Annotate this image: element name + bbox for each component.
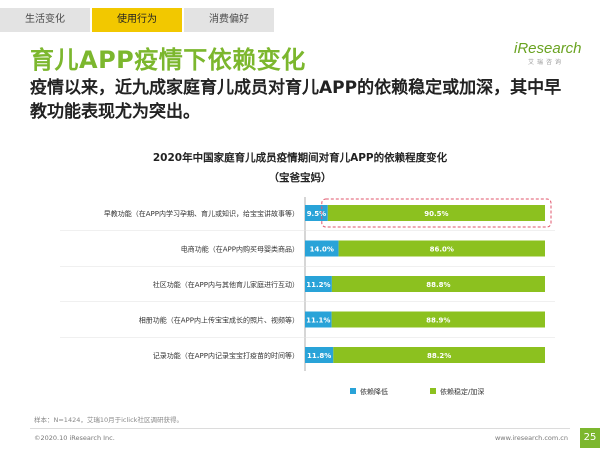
data-label: 88.2%	[427, 352, 451, 360]
tab-bar: 生活变化 使用行为 消费偏好	[0, 8, 276, 32]
data-label: 14.0%	[310, 245, 334, 253]
bar-stable-deepen	[333, 347, 545, 363]
bar-decrease	[305, 240, 339, 257]
data-label: 86.0%	[430, 245, 454, 253]
page-title: 育儿APP疫情下依赖变化	[30, 46, 306, 74]
data-label: 88.8%	[426, 281, 450, 289]
data-label: 11.8%	[307, 352, 331, 360]
chart-title: 2020年中国家庭育儿成员疫情期间对育儿APP的依赖程度变化	[152, 152, 448, 164]
chart-subtitle: （宝爸宝妈）	[268, 172, 332, 184]
category-label: 记录功能（在APP内记录宝宝打疫苗的时间等）	[153, 351, 299, 360]
bar-stable-deepen	[331, 311, 545, 328]
data-label: 11.2%	[306, 281, 330, 289]
tab-usage-behavior[interactable]: 使用行为	[92, 8, 182, 32]
footer-copyright: ©2020.10 iResearch Inc.	[34, 434, 115, 442]
category-label: 早教功能（在APP内学习孕期、育儿或知识，给宝宝讲故事等）	[104, 209, 299, 218]
bar-stable-deepen	[331, 276, 545, 292]
legend-label-stable: 依赖稳定/加深	[440, 387, 484, 396]
bar-stable-deepen	[338, 240, 545, 257]
logo-brand: iResearch	[514, 40, 582, 57]
footer-divider	[30, 428, 570, 429]
legend-swatch-stable	[430, 388, 436, 394]
page-subtitle: 疫情以来，近九成家庭育儿成员对育儿APP的依赖稳定或加深，其中早教功能表现尤为突…	[30, 78, 562, 122]
bar-stable-deepen	[327, 205, 545, 221]
category-label: 电商功能（在APP内购买母婴类商品）	[181, 245, 299, 254]
legend-swatch-decrease	[350, 388, 356, 394]
highlight-box	[321, 198, 552, 228]
data-label: 11.1%	[306, 316, 330, 324]
tab-life-change[interactable]: 生活变化	[0, 8, 90, 32]
logo-subtext: 艾瑞咨询	[528, 59, 565, 66]
data-label: 9.5%	[307, 210, 326, 218]
sample-footnote: 样本：N=1424，艾瑞10月于iclick社区调研获得。	[34, 416, 183, 424]
bar-decrease	[305, 311, 332, 328]
data-label: 90.5%	[424, 210, 448, 218]
bar-decrease	[305, 276, 332, 292]
legend-label-decrease: 依赖降低	[360, 387, 388, 396]
footer-url: www.iresearch.com.cn	[494, 434, 568, 442]
iresearch-logo: iResearch 艾瑞咨询	[514, 40, 584, 72]
tab-consumer-preference[interactable]: 消费偏好	[184, 8, 274, 32]
category-label: 相册功能（在APP内上传宝宝成长的照片、视频等）	[139, 316, 299, 325]
data-label: 88.9%	[426, 316, 450, 324]
category-label: 社区功能（在APP内与其他育儿家庭进行互动）	[153, 280, 299, 289]
bar-decrease	[305, 347, 334, 363]
page-number: 25	[580, 428, 600, 448]
